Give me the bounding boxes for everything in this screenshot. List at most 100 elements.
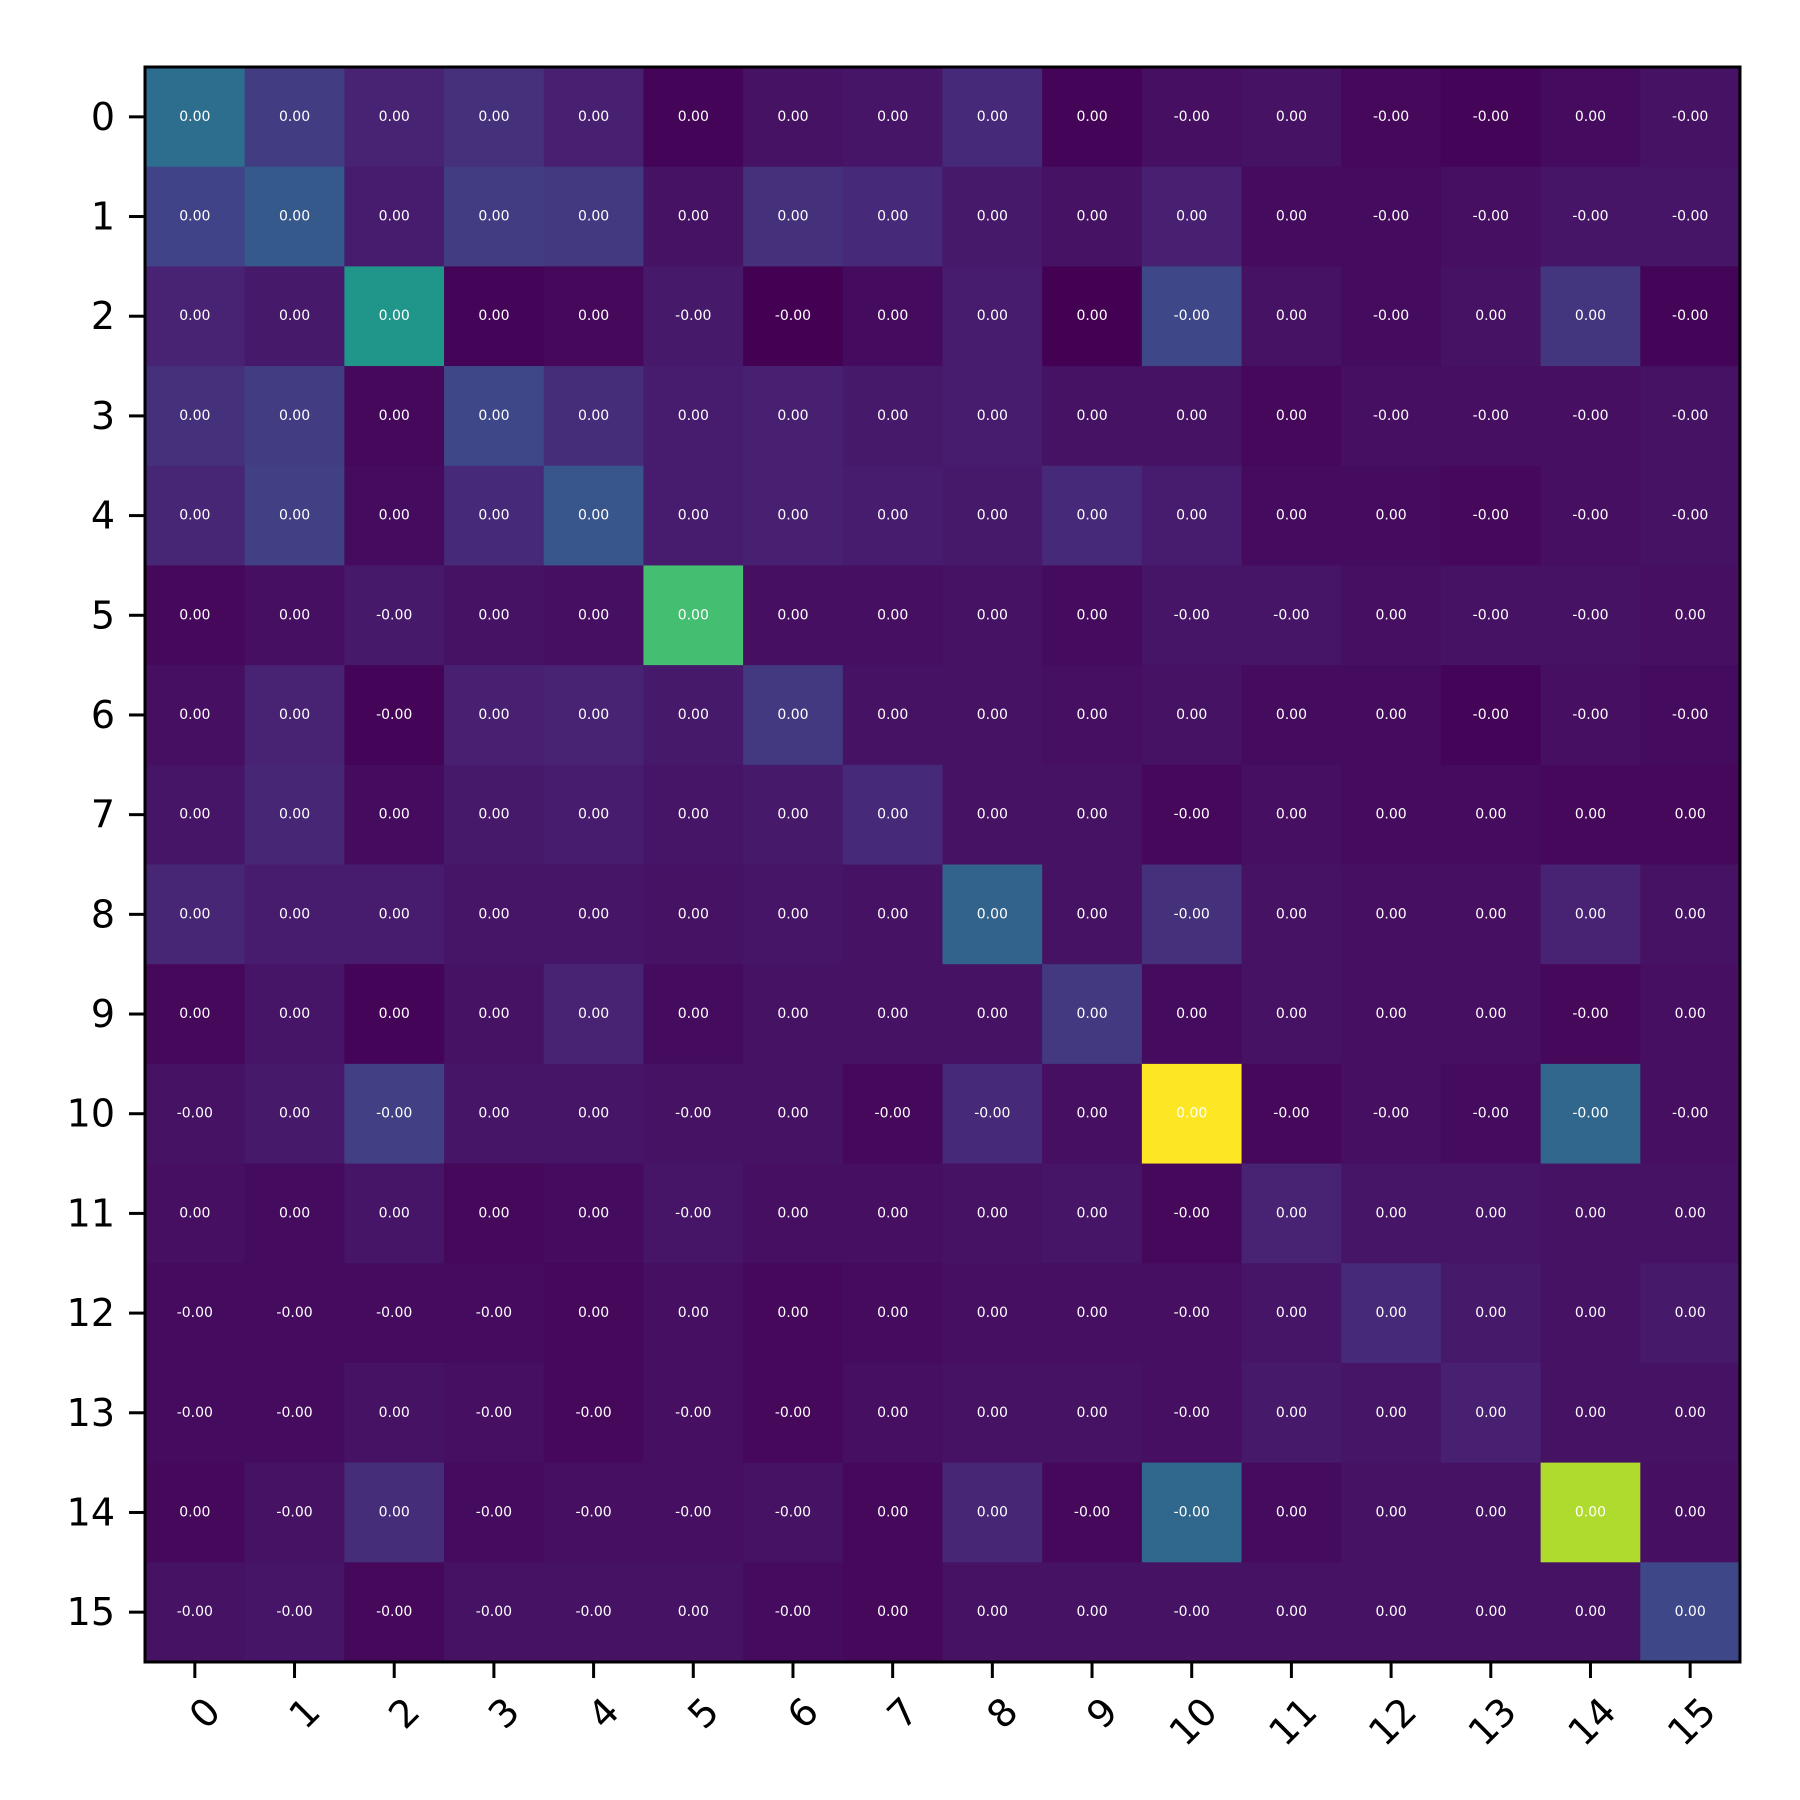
heatmap-cell-15-3 bbox=[444, 1562, 545, 1663]
heatmap-cell-9-11 bbox=[1241, 964, 1342, 1065]
cell-value-label: -0.00 bbox=[1373, 109, 1409, 125]
heatmap-cell-5-4 bbox=[543, 565, 644, 666]
cell-value-label: 0.00 bbox=[1575, 1205, 1606, 1221]
heatmap-cell-0-1 bbox=[244, 67, 345, 168]
heatmap-cell-13-14 bbox=[1540, 1362, 1641, 1464]
heatmap-cell-8-4 bbox=[543, 864, 644, 965]
x-tick-label: 1 bbox=[280, 1689, 328, 1737]
heatmap-cell-4-10 bbox=[1141, 465, 1243, 566]
cell-value-label: 0.00 bbox=[877, 1305, 908, 1321]
heatmap-cell-3-5 bbox=[643, 366, 744, 467]
cell-value-label: -0.00 bbox=[575, 1504, 611, 1520]
cell-value-label: 0.00 bbox=[478, 308, 509, 324]
cell-value-label: 0.00 bbox=[877, 508, 908, 524]
cell-value-label: 0.00 bbox=[977, 807, 1008, 823]
heatmap-cell-15-13 bbox=[1440, 1562, 1542, 1663]
cell-value-label: -0.00 bbox=[675, 1106, 711, 1122]
cell-value-label: -0.00 bbox=[1174, 1205, 1210, 1221]
heatmap-cell-9-15 bbox=[1640, 964, 1741, 1065]
heatmap-cell-14-3 bbox=[444, 1462, 545, 1563]
cell-value-label: 0.00 bbox=[678, 607, 709, 623]
cell-value-label: 0.00 bbox=[179, 109, 210, 125]
x-tick-label: 9 bbox=[1078, 1689, 1126, 1737]
heatmap-cell-12-4 bbox=[543, 1263, 644, 1364]
heatmap-cell-4-1 bbox=[244, 465, 345, 566]
cell-value-label: 0.00 bbox=[578, 308, 609, 324]
heatmap-cell-0-8 bbox=[942, 67, 1043, 168]
heatmap-cell-12-3 bbox=[444, 1263, 545, 1364]
cell-value-label: -0.00 bbox=[1672, 508, 1708, 524]
cell-value-label: -0.00 bbox=[177, 1604, 213, 1620]
cell-value-label: 0.00 bbox=[1675, 1405, 1706, 1421]
heatmap-cell-4-12 bbox=[1341, 465, 1442, 566]
heatmap-cell-8-3 bbox=[444, 864, 545, 965]
cell-value-label: 0.00 bbox=[1376, 1205, 1407, 1221]
heatmap-cell-8-5 bbox=[643, 864, 744, 965]
cell-value-label: 0.00 bbox=[379, 1006, 410, 1022]
cell-value-label: 0.00 bbox=[977, 1006, 1008, 1022]
heatmap-cell-3-10 bbox=[1141, 366, 1243, 467]
cell-value-label: 0.00 bbox=[977, 906, 1008, 922]
heatmap-cell-7-3 bbox=[444, 764, 545, 865]
cell-value-label: 0.00 bbox=[379, 308, 410, 324]
heatmap-cell-14-8 bbox=[942, 1462, 1043, 1563]
cell-value-label: 0.00 bbox=[578, 1305, 609, 1321]
y-tick-label: 15 bbox=[67, 1590, 115, 1634]
cell-value-label: 0.00 bbox=[279, 109, 310, 125]
cell-value-label: 0.00 bbox=[1176, 408, 1207, 424]
heatmap-cell-4-2 bbox=[344, 465, 445, 566]
cell-value-label: 0.00 bbox=[578, 807, 609, 823]
heatmap-cell-13-4 bbox=[543, 1362, 644, 1464]
cell-value-label: 0.00 bbox=[1076, 109, 1107, 125]
cell-value-label: 0.00 bbox=[379, 508, 410, 524]
heatmap-cell-2-4 bbox=[543, 266, 644, 367]
cell-value-label: -0.00 bbox=[1473, 109, 1509, 125]
heatmap-cell-14-10 bbox=[1141, 1462, 1243, 1563]
cell-value-label: -0.00 bbox=[1273, 607, 1309, 623]
heatmap-cell-5-2 bbox=[344, 565, 445, 666]
cell-value-label: -0.00 bbox=[1174, 607, 1210, 623]
cell-value-label: -0.00 bbox=[1473, 408, 1509, 424]
cell-value-label: -0.00 bbox=[1473, 607, 1509, 623]
heatmap-cell-4-14 bbox=[1540, 465, 1641, 566]
heatmap-cell-8-12 bbox=[1341, 864, 1442, 965]
cell-value-label: 0.00 bbox=[1076, 1205, 1107, 1221]
heatmap-cell-12-8 bbox=[942, 1263, 1043, 1364]
cell-value-label: -0.00 bbox=[1273, 1106, 1309, 1122]
heatmap-cell-13-15 bbox=[1640, 1362, 1741, 1464]
heatmap-cell-8-1 bbox=[244, 864, 345, 965]
heatmap-cell-15-12 bbox=[1341, 1562, 1442, 1663]
cell-value-label: 0.00 bbox=[179, 906, 210, 922]
heatmap-cell-14-6 bbox=[743, 1462, 844, 1563]
heatmap-cell-7-1 bbox=[244, 764, 345, 865]
heatmap-cell-11-8 bbox=[942, 1163, 1043, 1264]
heatmap-cell-0-9 bbox=[1042, 67, 1143, 168]
heatmap-cell-0-12 bbox=[1341, 67, 1442, 168]
heatmap-cell-12-0 bbox=[145, 1263, 246, 1364]
heatmap-cell-6-9 bbox=[1042, 665, 1143, 766]
heatmap-cell-10-10 bbox=[1141, 1063, 1243, 1165]
cell-value-label: 0.00 bbox=[977, 607, 1008, 623]
cell-value-label: -0.00 bbox=[1174, 1305, 1210, 1321]
heatmap-cell-5-15 bbox=[1640, 565, 1741, 666]
heatmap-cell-12-12 bbox=[1341, 1263, 1442, 1364]
heatmap-cell-8-15 bbox=[1640, 864, 1741, 965]
heatmap-cell-15-2 bbox=[344, 1562, 445, 1663]
heatmap-cell-3-12 bbox=[1341, 366, 1442, 467]
heatmap-cell-14-0 bbox=[145, 1462, 246, 1563]
heatmap-cell-7-5 bbox=[643, 764, 744, 865]
cell-value-label: 0.00 bbox=[777, 408, 808, 424]
cell-value-label: 0.00 bbox=[678, 906, 709, 922]
cell-value-label: -0.00 bbox=[177, 1305, 213, 1321]
heatmap-cell-3-0 bbox=[145, 366, 246, 467]
y-tick-label: 4 bbox=[91, 494, 115, 538]
cell-value-label: 0.00 bbox=[1376, 1504, 1407, 1520]
heatmap-cell-8-13 bbox=[1440, 864, 1542, 965]
heatmap-cell-4-15 bbox=[1640, 465, 1741, 566]
cell-value-label: 0.00 bbox=[777, 109, 808, 125]
heatmap-cell-6-14 bbox=[1540, 665, 1641, 766]
cell-value-label: -0.00 bbox=[1672, 1106, 1708, 1122]
cell-value-label: -0.00 bbox=[1373, 209, 1409, 225]
cell-value-label: 0.00 bbox=[877, 1504, 908, 1520]
heatmap-cell-12-2 bbox=[344, 1263, 445, 1364]
